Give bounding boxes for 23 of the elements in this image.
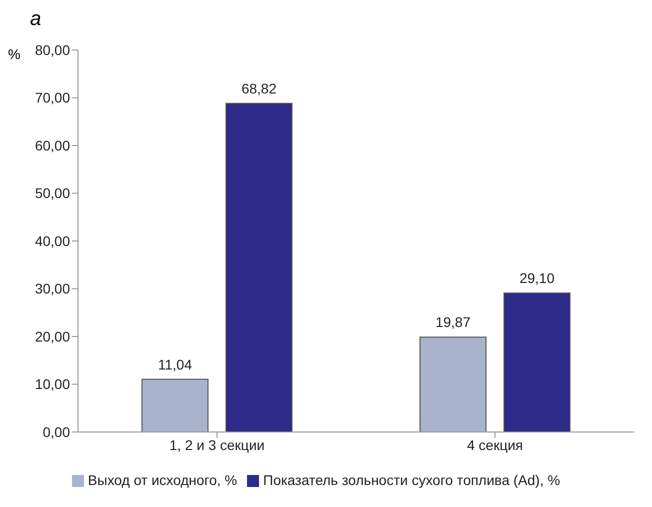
data-label: 19,87 — [435, 314, 471, 330]
y-tick-label: 0,00 — [42, 424, 70, 440]
y-tick-label: 40,00 — [34, 232, 70, 249]
legend-label: Показатель зольности сухого топлива (Ad), % — [263, 472, 560, 488]
chart-title: а — [30, 8, 42, 31]
bar — [226, 102, 292, 432]
x-tick-label: 1, 2 и 3 секции — [169, 436, 265, 453]
y-tick-label: 50,00 — [34, 185, 70, 202]
y-tick-label: 20,00 — [34, 328, 70, 344]
data-label: 29,10 — [519, 270, 555, 286]
bar — [420, 336, 486, 432]
data-label: 68,82 — [241, 80, 277, 96]
y-tick-label: 80,00 — [34, 42, 70, 58]
data-label: 11,04 — [158, 356, 192, 372]
y-tick-label: 70,00 — [34, 90, 70, 106]
y-tick-label: 10,00 — [34, 376, 70, 392]
y-axis-title: % — [8, 46, 20, 62]
legend-label: Выход от исходного, % — [88, 472, 238, 488]
x-tick-label: 4 секция — [466, 436, 524, 453]
y-tick-label: 30,00 — [34, 280, 70, 297]
y-tick-label: 60,00 — [34, 137, 70, 154]
bar — [142, 378, 208, 432]
bar — [504, 292, 570, 432]
